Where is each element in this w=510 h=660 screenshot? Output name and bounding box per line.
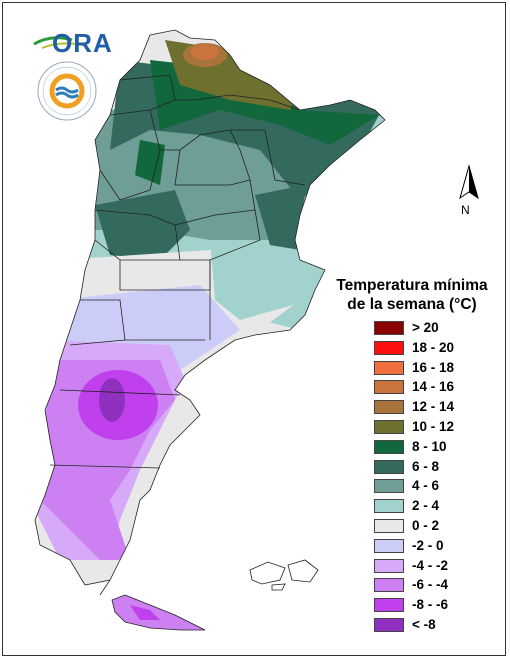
- legend-item: 0 - 2: [374, 518, 494, 535]
- legend-item: 18 - 20: [374, 339, 494, 357]
- ora-logo-text: ORA: [52, 28, 113, 58]
- legend-label: 14 - 16: [412, 379, 455, 395]
- legend-item: -4 - -2: [374, 557, 494, 575]
- legend-swatch: [374, 558, 404, 573]
- legend-swatch: [374, 538, 404, 553]
- legend-title-line1: Temperatura mínima: [336, 277, 488, 294]
- legend-label: 8 - 10: [412, 438, 447, 454]
- legend-swatch: [374, 578, 404, 593]
- legend-item: 10 - 12: [374, 419, 494, 436]
- smn-seal-logo: [37, 61, 97, 121]
- legend-title-line2: de la semana (°C): [347, 296, 477, 313]
- legend-item: 16 - 18: [374, 359, 494, 377]
- legend-swatch: [374, 400, 404, 415]
- malvinas-islands: [249, 559, 319, 591]
- north-arrow-icon: [459, 164, 479, 200]
- legend-label: 0 - 2: [412, 518, 440, 533]
- legend-label: -8 - -6: [412, 597, 449, 613]
- legend-item: 14 - 16: [374, 379, 494, 396]
- legend-swatch: [374, 519, 404, 533]
- legend-label: -6 - -4: [412, 577, 449, 593]
- legend-label: 2 - 4: [412, 498, 440, 514]
- legend-label: 4 - 6: [412, 478, 440, 494]
- map-frame: [2, 2, 506, 656]
- legend-swatch: [374, 380, 404, 395]
- legend-item: -2 - 0: [374, 537, 494, 555]
- legend-item: < -8: [374, 617, 494, 634]
- legend-swatch: [374, 439, 404, 454]
- legend-item: 8 - 10: [374, 438, 494, 456]
- legend-label: > 20: [412, 320, 439, 335]
- legend-item: 4 - 6: [374, 478, 494, 495]
- north-label: N: [461, 203, 470, 217]
- legend-label: 6 - 8: [412, 458, 440, 474]
- legend-swatch: [374, 499, 404, 514]
- legend-item: 6 - 8: [374, 458, 494, 476]
- legend-swatch: [374, 618, 404, 632]
- legend-swatch: [374, 420, 404, 434]
- province-borders: [34, 29, 386, 596]
- legend-item: -6 - -4: [374, 577, 494, 594]
- legend-swatch: [374, 479, 404, 494]
- legend-swatch: [374, 459, 404, 474]
- tierra-del-fuego: [111, 594, 206, 631]
- legend-title: Temperatura mínima de la semana (°C): [322, 276, 502, 314]
- legend-label: -2 - 0: [412, 537, 444, 553]
- legend-label: 10 - 12: [412, 419, 455, 434]
- legend-item: > 20: [374, 320, 494, 337]
- legend-swatch: [374, 360, 404, 375]
- legend-item: 2 - 4: [374, 498, 494, 515]
- legend-label: < -8: [412, 617, 436, 632]
- legend-swatch: [374, 598, 404, 613]
- legend-item: -8 - -6: [374, 597, 494, 614]
- legend-label: -4 - -2: [412, 557, 449, 573]
- legend-item: 12 - 14: [374, 399, 494, 416]
- legend-label: 12 - 14: [412, 399, 455, 415]
- legend-swatch: [374, 340, 404, 355]
- legend-label: 18 - 20: [412, 339, 455, 355]
- legend: Temperatura mínima de la semana (°C) > 2…: [322, 276, 502, 632]
- legend-swatch: [374, 321, 404, 335]
- legend-label: 16 - 18: [412, 359, 455, 375]
- ora-logo: [33, 36, 88, 49]
